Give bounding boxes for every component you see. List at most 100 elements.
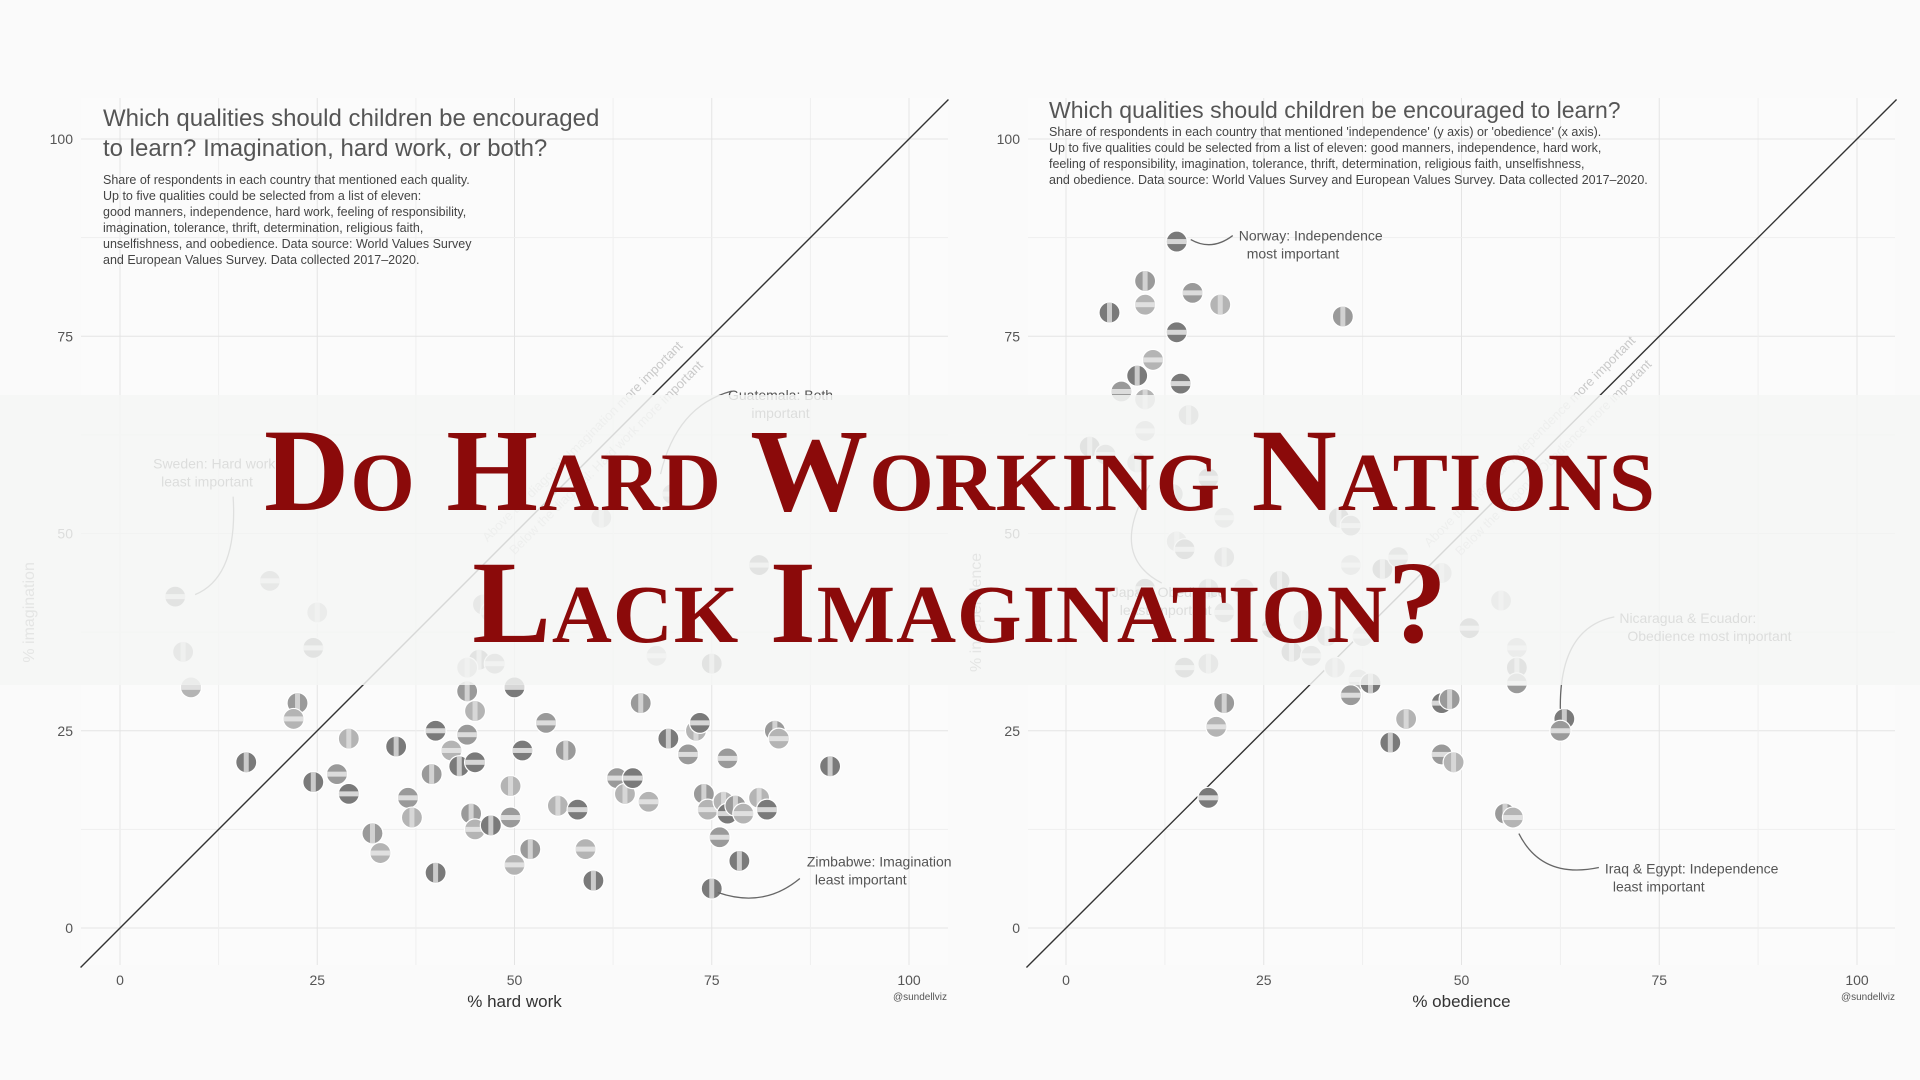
left-country-point [566, 798, 589, 821]
left-country-point [396, 786, 420, 809]
right-point-stripe [1221, 693, 1227, 714]
left-point-stripe [397, 795, 418, 801]
left-chart-title-line2: to learn? Imagination, hard work, or bot… [103, 135, 548, 162]
left-point-stripe [536, 720, 557, 726]
right-annotation-line: Iraq & Egypt: Independence [1605, 861, 1779, 877]
left-country-point [554, 739, 577, 762]
left-country-point [637, 790, 660, 813]
left-point-stripe [607, 775, 628, 781]
left-country-point [708, 826, 731, 849]
left-point-stripe [721, 791, 727, 812]
right-x-axis-label: % obedience [1412, 992, 1510, 1011]
left-y-tick-label: 25 [57, 723, 73, 739]
left-subtitle-line-4: imagination, tolerance, thrift, determin… [103, 221, 424, 235]
left-country-point [582, 869, 605, 892]
left-annotation-line: least important [815, 872, 907, 888]
left-country-point [621, 766, 644, 790]
right-country-point [1169, 372, 1192, 395]
left-point-stripe [441, 747, 462, 753]
right-country-point [1395, 707, 1418, 731]
left-country-point [369, 841, 392, 865]
left-point-stripe [575, 846, 596, 852]
right-country-point [1209, 293, 1232, 316]
right-point-stripe [1447, 689, 1453, 710]
left-country-point [420, 763, 443, 786]
right-country-point [1213, 692, 1236, 715]
left-point-stripe [504, 684, 525, 690]
left-point-stripe [527, 839, 533, 860]
right-chart-subtitle: Share of respondents in each country tha… [1049, 124, 1648, 188]
left-point-stripe [243, 752, 249, 773]
right-subtitle-line-3: feeling of responsibility, imagination, … [1049, 157, 1585, 171]
left-point-stripe [500, 815, 521, 821]
left-country-point [629, 692, 652, 715]
right-country-point [1133, 293, 1157, 316]
right-point-stripe [1217, 294, 1223, 315]
left-point-stripe [508, 775, 514, 796]
left-point-stripe [488, 815, 494, 836]
left-point-stripe [457, 732, 478, 738]
left-credit: @sundellviz [893, 992, 947, 1003]
right-point-stripe [1182, 290, 1203, 296]
right-point-stripe [1143, 357, 1164, 363]
left-point-stripe [369, 823, 375, 844]
right-point-stripe [1561, 708, 1567, 729]
right-annotation-4: Iraq & Egypt: Independence least importan… [1605, 861, 1779, 895]
left-chart-title-line1: Which qualities should children be encou… [103, 105, 600, 132]
left-point-stripe [756, 807, 777, 813]
left-country-point [728, 849, 751, 873]
right-point-stripe [1198, 795, 1219, 801]
left-point-stripe [622, 775, 643, 781]
left-annotation-arrow [717, 878, 801, 899]
right-point-stripe [1451, 752, 1457, 773]
left-x-axis-label: % hard work [467, 992, 562, 1011]
right-annotation-line: least important [1613, 879, 1705, 895]
right-point-stripe [1166, 329, 1187, 335]
right-country-point [1126, 364, 1149, 387]
right-point-stripe [1550, 728, 1571, 734]
left-country-point [755, 798, 779, 821]
left-point-stripe [472, 701, 478, 722]
left-point-stripe [733, 811, 754, 817]
left-point-stripe [717, 811, 738, 817]
left-point-stripe [756, 787, 762, 808]
right-country-point [1197, 786, 1220, 809]
left-point-stripe [555, 795, 561, 816]
right-point-stripe [1166, 239, 1187, 245]
left-point-stripe [736, 850, 742, 871]
left-country-point [337, 727, 360, 750]
left-point-stripe [563, 740, 569, 761]
right-point-stripe [1135, 302, 1156, 308]
right-point-stripe [1170, 381, 1191, 387]
left-country-point [463, 751, 487, 774]
left-country-point [534, 711, 558, 734]
left-point-stripe [346, 728, 352, 749]
left-point-stripe [590, 870, 596, 891]
left-subtitle-line-2: Up to five qualities could be selected f… [103, 189, 422, 203]
left-chart-title: Which qualities should children be encou… [103, 104, 599, 164]
right-point-stripe [1340, 306, 1346, 327]
left-country-point [456, 723, 479, 746]
left-country-point [688, 711, 712, 734]
left-annotation-3: Zimbabwe: Imagination least important [807, 854, 952, 888]
right-country-point [1098, 301, 1121, 324]
left-subtitle-line-3: good manners, independence, hard work, f… [103, 205, 467, 219]
left-country-point [716, 747, 739, 770]
left-country-point [511, 739, 534, 762]
right-subtitle-line-2: Up to five qualities could be selected f… [1049, 141, 1602, 155]
right-country-point [1205, 715, 1228, 738]
left-country-point [400, 806, 424, 829]
right-country-point [1501, 806, 1525, 829]
left-country-point [424, 861, 447, 884]
left-country-point [282, 707, 305, 731]
right-y-tick-label: 75 [1004, 328, 1020, 344]
left-point-stripe [827, 756, 833, 777]
right-x-tick-label: 100 [1845, 972, 1869, 988]
left-point-stripe [701, 783, 707, 804]
left-country-point [519, 837, 542, 861]
left-country-point [657, 727, 680, 750]
right-country-point [1339, 684, 1362, 707]
left-point-stripe [665, 728, 671, 749]
left-point-stripe [409, 807, 415, 828]
left-point-stripe [310, 772, 316, 793]
